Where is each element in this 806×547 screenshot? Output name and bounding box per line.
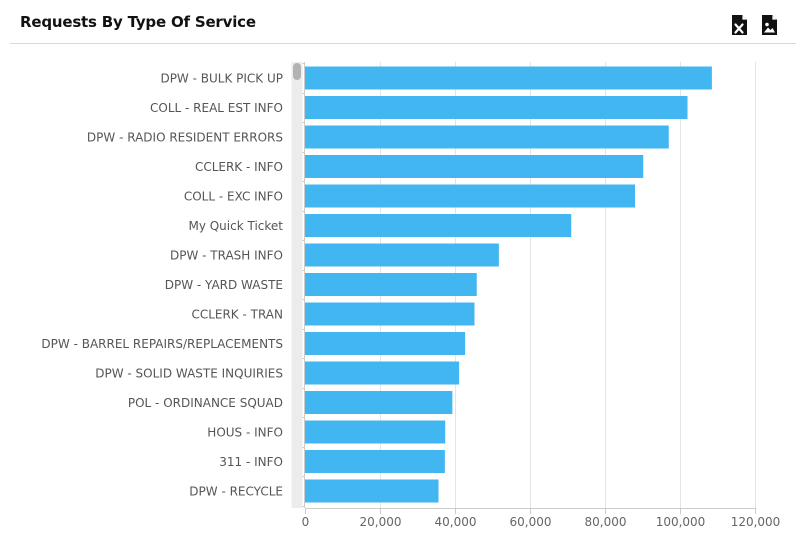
file-image-icon[interactable] xyxy=(761,15,777,35)
bar xyxy=(305,273,477,296)
bar xyxy=(305,450,445,473)
category-label: COLL - EXC INFO xyxy=(184,190,283,204)
bar xyxy=(305,125,669,149)
bar xyxy=(305,66,712,90)
x-tick-label: 20,000 xyxy=(360,515,402,529)
category-label: DPW - RADIO RESIDENT ERRORS xyxy=(87,131,283,145)
category-label: DPW - SOLID WASTE INQUIRIES xyxy=(95,367,283,381)
bar xyxy=(305,332,466,355)
category-label: DPW - BULK PICK UP xyxy=(160,72,283,86)
x-tick-label: 0 xyxy=(302,515,310,529)
chart-title: Requests By Type Of Service xyxy=(20,13,256,31)
category-label: CCLERK - INFO xyxy=(195,160,283,174)
bar xyxy=(305,302,475,326)
x-tick-label: 80,000 xyxy=(585,515,627,529)
file-excel-icon[interactable] xyxy=(731,15,747,35)
bar xyxy=(305,420,446,444)
chart-header: Requests By Type Of Service xyxy=(10,0,796,44)
scrollbar-thumb[interactable] xyxy=(293,63,301,80)
category-label: HOUS - INFO xyxy=(207,426,283,440)
bar xyxy=(305,243,499,267)
bar xyxy=(305,214,572,237)
bar xyxy=(305,479,439,503)
x-tick-label: 100,000 xyxy=(656,515,706,529)
category-label: DPW - RECYCLE xyxy=(189,485,283,499)
category-label: CCLERK - TRAN xyxy=(191,308,283,322)
category-label: COLL - REAL EST INFO xyxy=(150,101,283,115)
x-tick-label: 40,000 xyxy=(435,515,477,529)
bar xyxy=(305,391,453,414)
x-tick-label: 60,000 xyxy=(510,515,552,529)
category-label: My Quick Ticket xyxy=(188,219,283,233)
bar xyxy=(305,96,688,119)
bar xyxy=(305,155,644,178)
scrollbar-track[interactable] xyxy=(291,62,303,508)
category-label: DPW - TRASH INFO xyxy=(170,249,283,263)
bar xyxy=(305,361,460,385)
x-tick-label: 120,000 xyxy=(731,515,781,529)
category-label: 311 - INFO xyxy=(219,455,283,469)
bar xyxy=(305,184,635,208)
category-label: POL - ORDINANCE SQUAD xyxy=(128,396,283,410)
category-label: DPW - YARD WASTE xyxy=(165,278,283,292)
category-label: DPW - BARREL REPAIRS/REPLACEMENTS xyxy=(41,337,283,351)
